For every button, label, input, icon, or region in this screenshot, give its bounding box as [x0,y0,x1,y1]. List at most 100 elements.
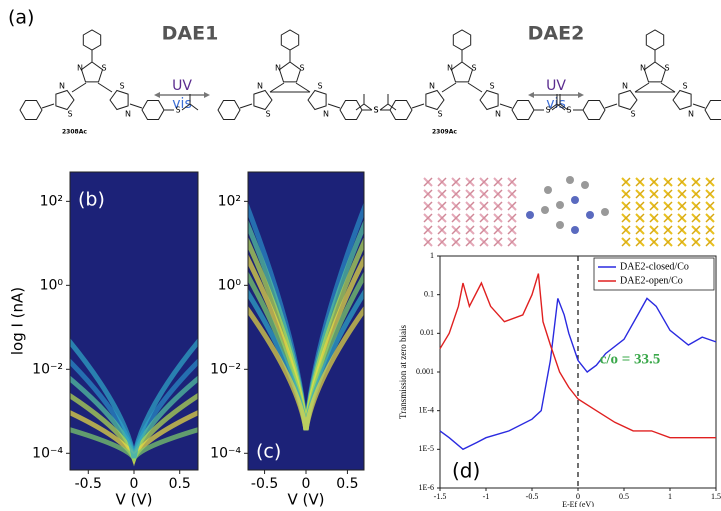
atom-label: S [265,110,270,119]
molecule-atom [571,226,579,234]
compound-code: 2309Ac [432,129,457,136]
molecule-atom [586,211,594,219]
atom-label: S [317,82,322,91]
ring [281,30,298,50]
atom-label: N [77,64,83,73]
molecule-atom [526,211,534,219]
bond [296,83,310,92]
x-tick-label: 0.5 [169,476,191,492]
bond [380,104,396,110]
compound-code: 2308Ac [62,129,87,136]
x-tick-label: -0.5 [251,476,278,492]
bond [98,83,112,92]
ring [426,91,444,110]
ring [280,62,301,82]
y-tick-label: 1E-5 [418,444,434,453]
x-axis-label: E-Ef (eV) [562,500,594,507]
ring [390,101,412,120]
atom-label: S [437,110,442,119]
ring [480,91,498,110]
panel-label: (b) [78,189,105,211]
bond [412,104,424,108]
junction-model [424,176,714,246]
ring [340,101,362,120]
ring [56,91,74,110]
uv-label: UV [172,78,192,94]
x-tick-label: -0.5 [526,492,539,501]
molecule-atom [541,206,549,214]
panel-label: (c) [256,441,281,463]
y-tick-label: 10⁻⁴ [210,445,241,461]
x-tick-label: -1 [483,492,490,501]
molecule-atom [556,201,564,209]
ring [254,91,272,110]
plot-frame [440,256,716,488]
compound-title: DAE2 [528,23,585,45]
bond [130,104,142,108]
bond [605,104,617,108]
ring [452,62,473,82]
panel-label: (a) [8,7,34,29]
atom-label: N [429,82,435,91]
y-tick-label: 0.001 [416,367,434,376]
atom-label: S [630,110,635,119]
annotation: c/o = 33.5 [600,351,661,367]
x-tick-label: -1.5 [434,492,447,501]
atom-label: S [471,64,476,73]
bond [661,83,675,92]
y-tick-label: 10⁰ [40,277,64,293]
atom-label: N [323,110,329,119]
ring [646,30,663,50]
atom-label: N [688,110,694,119]
atom-label: N [622,82,628,91]
ring [453,30,470,50]
y-axis-label: log I (nA) [9,287,27,355]
legend-label: DAE2-closed/Co [620,261,689,272]
atom-label: S [299,64,304,73]
x-tick-label: 0.5 [619,492,629,501]
atom-label: N [125,110,131,119]
atom-label: S [101,64,106,73]
atom-label: N [59,82,65,91]
molecule-atom [556,221,564,229]
atom-label: N [640,64,646,73]
atom-label: N [275,64,281,73]
y-axis-label: Transmission at zero biais [398,325,408,419]
bond [240,104,252,108]
figure: (a) DAE1 DAE2 UV vis UV vis 2308Ac 2309A… [0,0,721,507]
ring [512,101,534,120]
atom-label: S [664,64,669,73]
ring [705,101,721,120]
legend-label: DAE2-open/Co [620,275,683,286]
y-tick-label: 10⁻⁴ [32,445,63,461]
y-tick-label: 10² [40,193,63,209]
y-tick-label: 10⁻² [32,361,63,377]
bond [72,83,86,92]
y-tick-label: 10⁻² [210,361,241,377]
atom-label: N [447,64,453,73]
bond [442,83,456,92]
y-tick-label: 1E-6 [418,483,434,492]
switch-arrow [154,92,584,98]
molecule-atom [566,176,574,184]
bond [468,83,482,92]
y-tick-label: 1 [430,251,434,260]
compound-title: DAE1 [162,23,219,45]
ring [645,62,666,82]
atom-label: S [682,82,687,91]
panel-label: (d) [452,459,480,483]
bond [356,104,372,110]
y-tick-label: 0.1 [424,289,434,298]
molecule-atom [581,181,589,189]
x-tick-label: 1.5 [711,492,721,501]
atom-label: S [373,106,378,115]
molecule [218,30,396,120]
bond [500,104,512,108]
atom-label: N [495,110,501,119]
ring [308,91,326,110]
y-tick-label: 10⁰ [218,277,242,293]
ring [20,101,42,120]
atom-label: S [175,106,180,115]
plot-background [70,172,198,470]
ring [82,62,103,82]
